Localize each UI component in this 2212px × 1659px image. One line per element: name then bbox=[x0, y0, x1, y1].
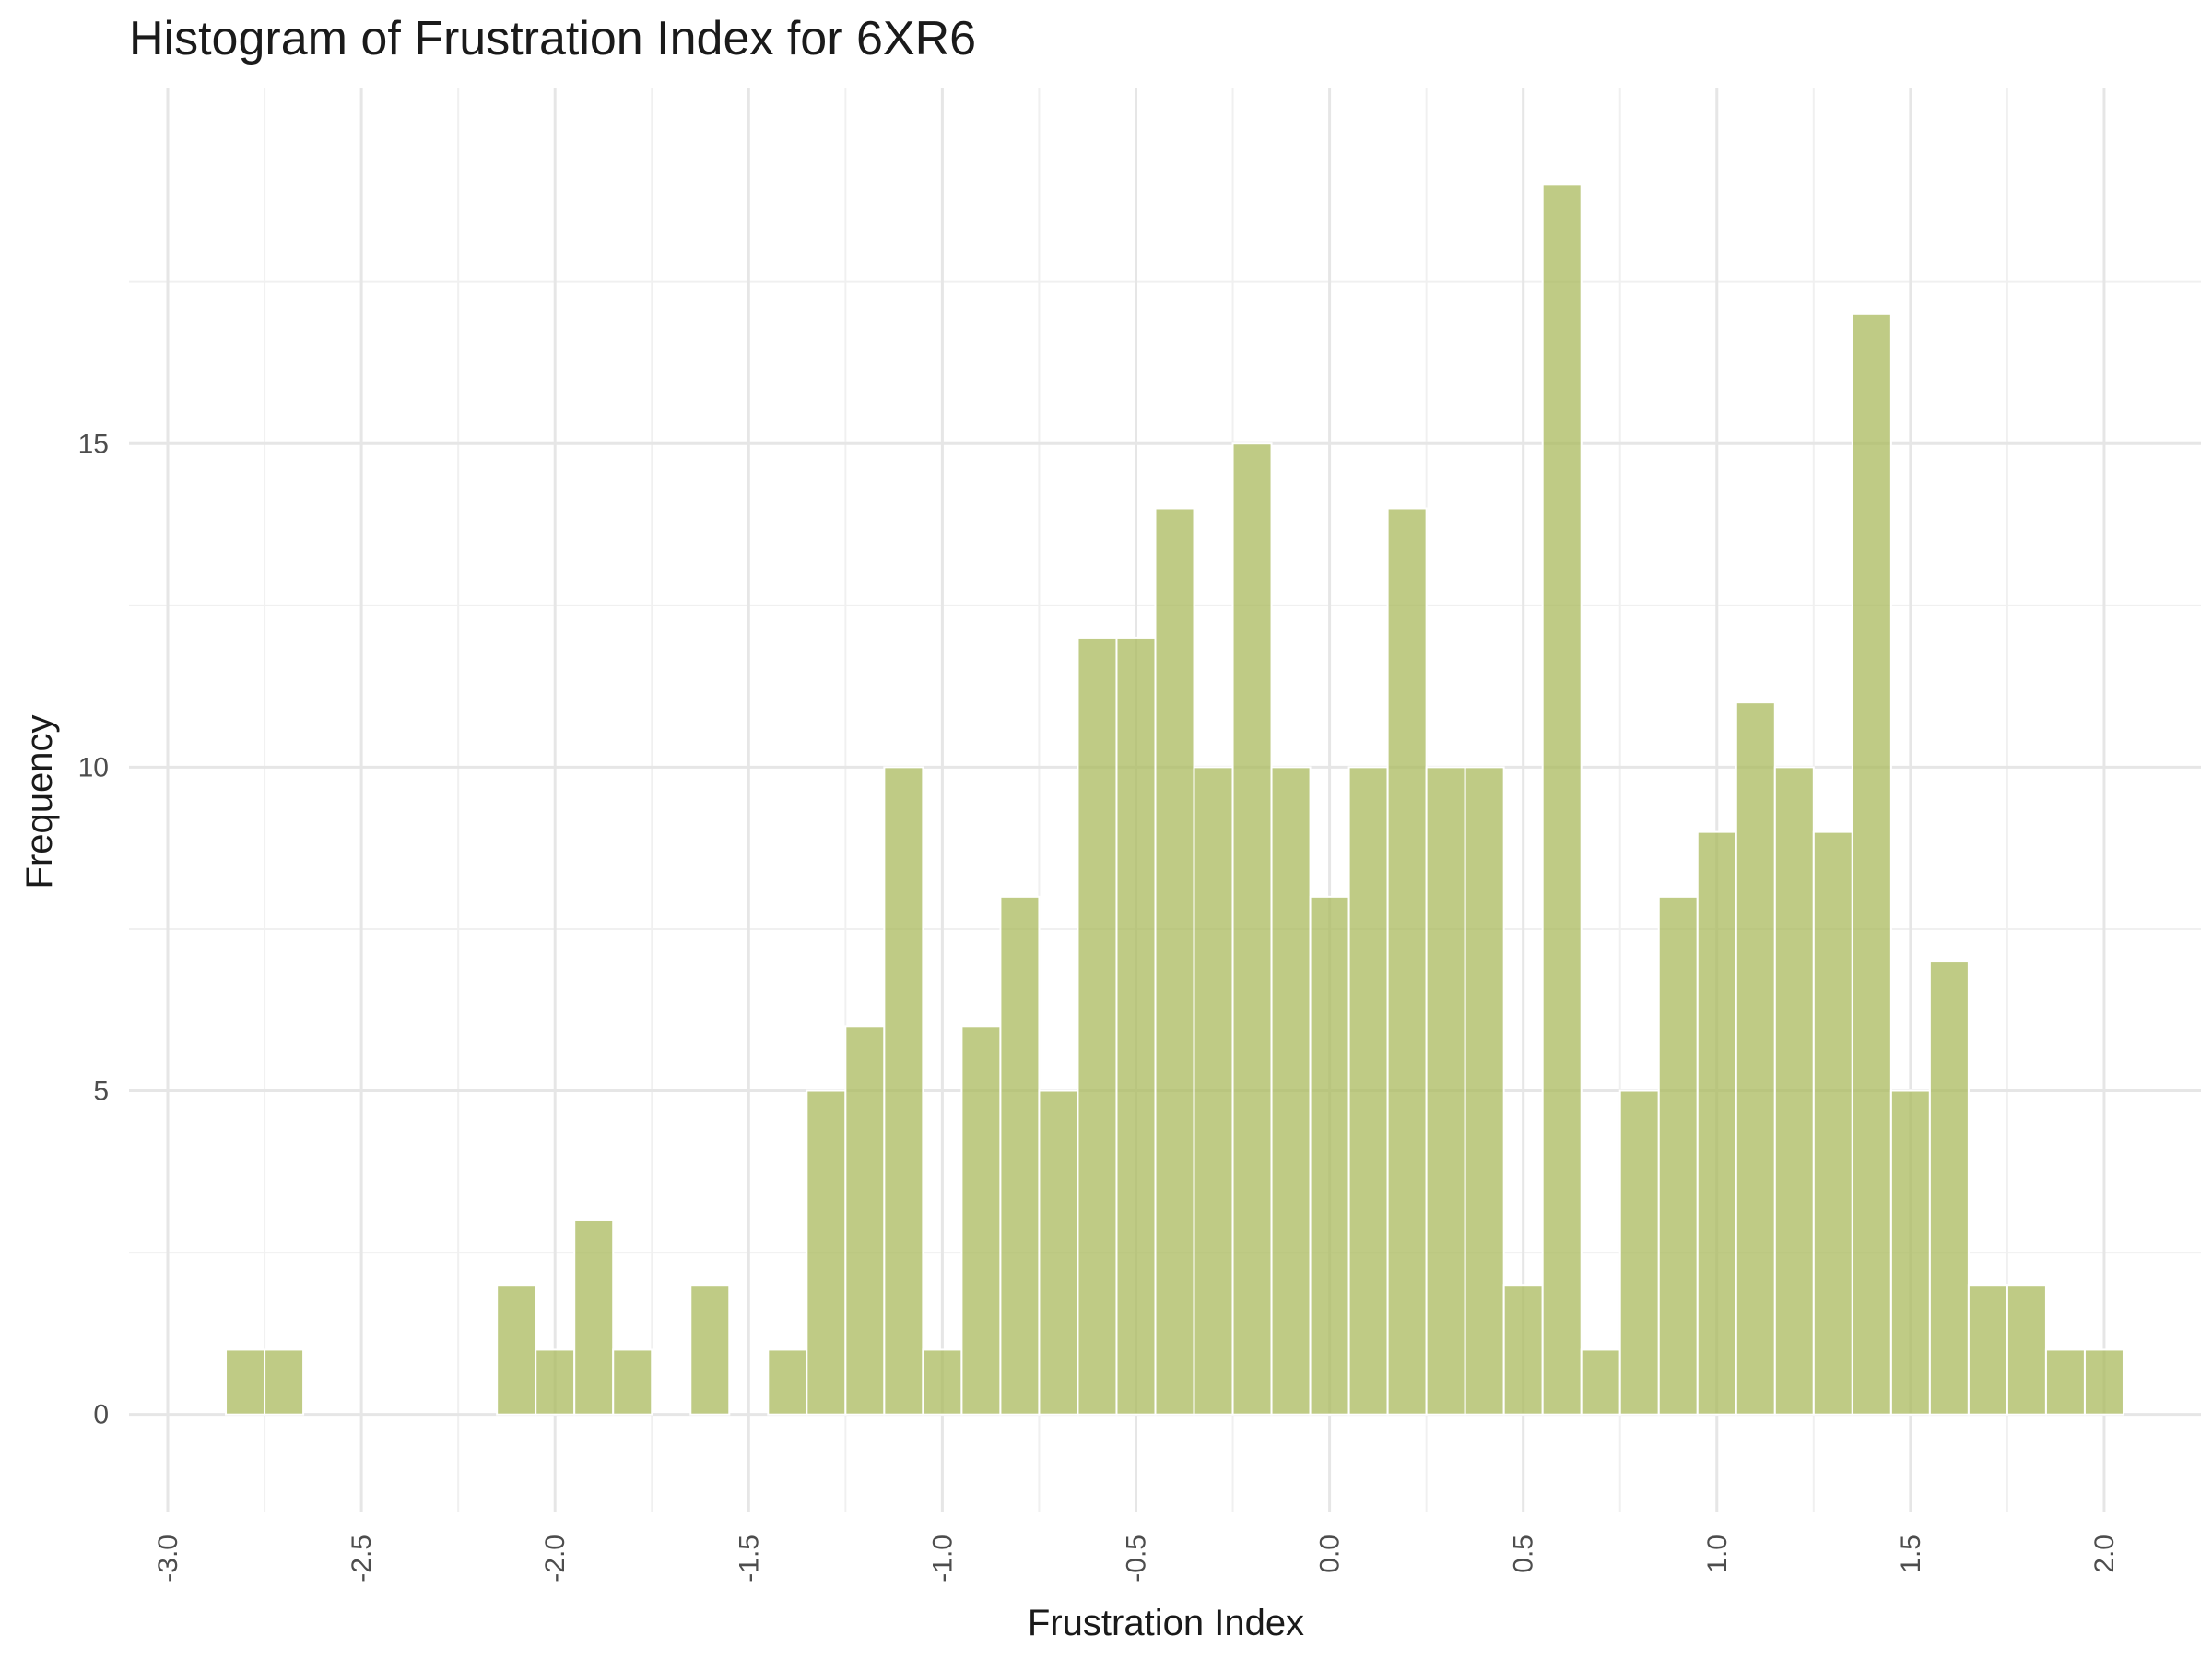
histogram-bar bbox=[496, 1284, 537, 1416]
histogram-bar bbox=[960, 1025, 1002, 1416]
x-tick-label: -1.0 bbox=[927, 1535, 958, 1583]
histogram-bar bbox=[1347, 766, 1389, 1416]
histogram-bar bbox=[535, 1348, 576, 1416]
histogram-bar bbox=[1541, 183, 1583, 1416]
histogram-bar bbox=[1851, 312, 1892, 1416]
y-axis-title: Frequency bbox=[19, 715, 60, 889]
y-tick-label: 15 bbox=[78, 429, 109, 459]
x-tick-labels: -3.0 -2.5 -2.0 -1.5 -1.0 -0.5 0.0 0.5 1.0 1.5 2.0 bbox=[153, 1535, 2120, 1583]
x-tick-label: -0.5 bbox=[1121, 1535, 1151, 1583]
histogram-bar bbox=[1115, 636, 1157, 1416]
histogram-bar bbox=[1696, 830, 1737, 1416]
x-tick-label: -3.0 bbox=[153, 1535, 183, 1583]
histogram-bar bbox=[1270, 766, 1312, 1416]
histogram-bar bbox=[1231, 442, 1273, 1416]
x-tick-label: -2.0 bbox=[540, 1535, 571, 1583]
x-tick-label: 0.0 bbox=[1315, 1535, 1346, 1573]
histogram-bar bbox=[1464, 766, 1505, 1416]
chart-title: Histogram of Frustration Index for 6XR6 bbox=[129, 12, 977, 65]
histogram-bar bbox=[883, 766, 924, 1416]
histogram-bar bbox=[2083, 1348, 2124, 1416]
histogram-bar bbox=[1309, 895, 1350, 1416]
y-tick-label: 10 bbox=[78, 752, 109, 782]
histogram-bar bbox=[1967, 1284, 2008, 1416]
histogram-bar bbox=[767, 1348, 808, 1416]
histogram-bar bbox=[999, 895, 1041, 1416]
x-tick-label: 0.5 bbox=[1509, 1535, 1539, 1573]
x-axis-title: Frustration Index bbox=[1028, 1603, 1304, 1643]
x-tick-label: -2.5 bbox=[347, 1535, 377, 1583]
histogram-bar bbox=[1038, 1089, 1079, 1416]
y-tick-label: 5 bbox=[93, 1077, 109, 1107]
histogram-bar bbox=[689, 1284, 731, 1416]
histogram-bar bbox=[1502, 1284, 1544, 1416]
histogram-bar bbox=[2006, 1284, 2047, 1416]
histogram-bar bbox=[1386, 507, 1428, 1416]
y-tick-labels: 0 5 10 15 bbox=[78, 429, 109, 1430]
histogram-bar bbox=[1928, 960, 1970, 1416]
histogram-bar bbox=[1580, 1348, 1621, 1416]
histogram-bar bbox=[1618, 1089, 1660, 1416]
x-tick-label: 1.5 bbox=[1896, 1535, 1926, 1573]
histogram-bar bbox=[1735, 701, 1776, 1416]
histogram-bar bbox=[2044, 1348, 2086, 1416]
histogram-bar bbox=[1812, 830, 1853, 1416]
x-tick-label: 1.0 bbox=[1702, 1535, 1733, 1573]
histogram-bar bbox=[806, 1089, 847, 1416]
histogram-bar bbox=[1773, 766, 1815, 1416]
histogram-bar bbox=[612, 1348, 653, 1416]
x-tick-label: 2.0 bbox=[2089, 1535, 2120, 1573]
histogram-bar bbox=[844, 1025, 886, 1416]
histogram-bar bbox=[1657, 895, 1699, 1416]
histogram-bar bbox=[1193, 766, 1234, 1416]
x-tick-label: -1.5 bbox=[734, 1535, 764, 1583]
histogram-bars bbox=[225, 183, 2124, 1416]
histogram-bar bbox=[1425, 766, 1466, 1416]
histogram-bar bbox=[573, 1218, 615, 1416]
y-tick-label: 0 bbox=[93, 1400, 109, 1430]
histogram-bar bbox=[922, 1348, 963, 1416]
histogram-bar bbox=[1889, 1089, 1931, 1416]
histogram-bar bbox=[225, 1348, 266, 1416]
histogram-bar bbox=[1077, 636, 1118, 1416]
histogram-bar bbox=[264, 1348, 305, 1416]
histogram-bar bbox=[1154, 507, 1195, 1416]
